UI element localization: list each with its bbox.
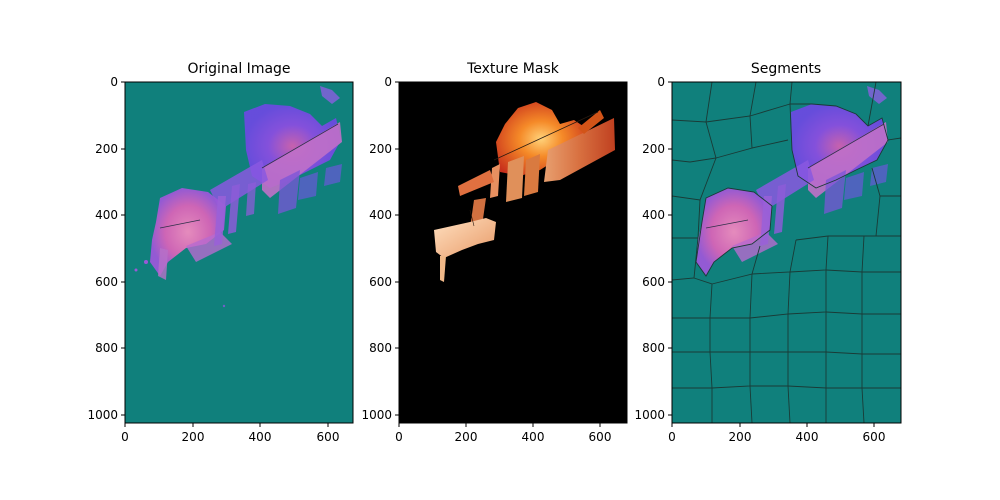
segments-image (672, 82, 901, 423)
x-tick-label: 0 (121, 430, 129, 444)
y-axis-ticks: 0 200 400 600 800 1000 (634, 75, 672, 422)
y-tick-label: 1000 (361, 408, 392, 422)
y-tick-label: 600 (95, 275, 118, 289)
segment-boundaries (672, 82, 901, 423)
y-tick-label: 0 (110, 75, 118, 89)
x-axis-ticks: 0 200 400 600 (121, 423, 339, 444)
panel-original-image: Original Image (87, 61, 354, 444)
y-tick-label: 0 (657, 75, 665, 89)
x-tick-label: 200 (182, 430, 205, 444)
y-tick-label: 200 (95, 142, 118, 156)
y-tick-label: 400 (642, 208, 665, 222)
y-tick-label: 200 (642, 142, 665, 156)
y-tick-label: 600 (369, 275, 392, 289)
x-tick-label: 600 (589, 430, 612, 444)
x-tick-label: 0 (668, 430, 676, 444)
panel-title: Original Image (187, 61, 290, 77)
y-axis-ticks: 0 200 400 600 800 1000 (87, 75, 125, 422)
y-tick-label: 400 (369, 208, 392, 222)
panel-title: Segments (751, 61, 821, 77)
x-tick-label: 200 (729, 430, 752, 444)
y-tick-label: 200 (369, 142, 392, 156)
y-tick-label: 800 (95, 341, 118, 355)
x-tick-label: 600 (863, 430, 886, 444)
y-tick-label: 1000 (87, 408, 118, 422)
x-tick-label: 600 (317, 430, 340, 444)
panel-texture-mask: Texture Mask 0 200 (361, 61, 628, 444)
x-tick-label: 200 (455, 430, 478, 444)
y-tick-label: 400 (95, 208, 118, 222)
y-tick-label: 800 (369, 341, 392, 355)
original-image (125, 82, 353, 423)
x-tick-label: 400 (796, 430, 819, 444)
x-axis-ticks: 0 200 400 600 (395, 423, 611, 444)
panel-segments: Segments (634, 61, 902, 444)
y-tick-label: 1000 (634, 408, 665, 422)
y-tick-label: 600 (642, 275, 665, 289)
panel-title: Texture Mask (466, 61, 560, 77)
y-tick-label: 0 (384, 75, 392, 89)
x-tick-label: 0 (395, 430, 403, 444)
y-axis-ticks: 0 200 400 600 800 1000 (361, 75, 399, 422)
x-tick-label: 400 (249, 430, 272, 444)
x-tick-label: 400 (522, 430, 545, 444)
texture-mask-image (399, 82, 627, 423)
y-tick-label: 800 (642, 341, 665, 355)
x-axis-ticks: 0 200 400 600 (668, 423, 885, 444)
